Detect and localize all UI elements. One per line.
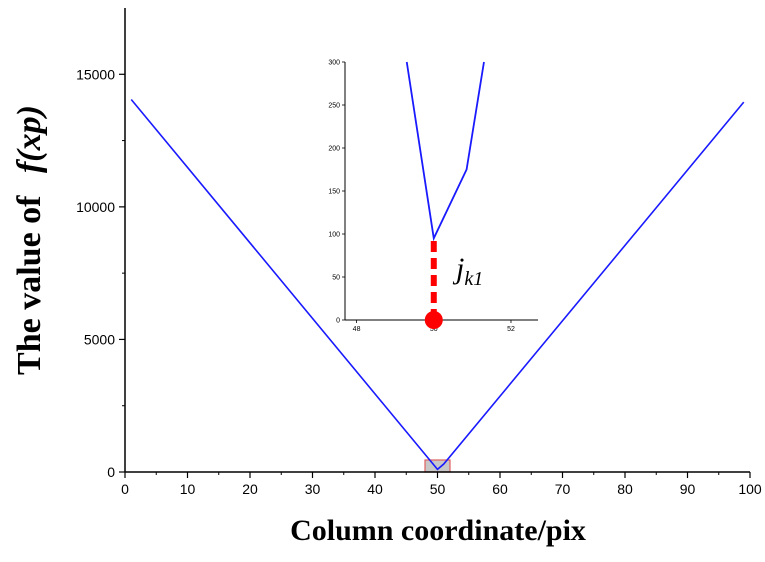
x-tick-label: 30 (305, 481, 321, 497)
inset-x-tick-label: 48 (353, 326, 361, 333)
annotation-subscript: k1 (464, 268, 483, 290)
inset-series-line (405, 61, 485, 242)
x-tick-label: 70 (555, 481, 571, 497)
y-tick-label: 15000 (76, 66, 115, 82)
x-tick-label: 20 (242, 481, 258, 497)
x-axis-label: Column coordinate/pix (290, 514, 586, 547)
inset-y-tick-label: 200 (328, 146, 340, 153)
x-tick-label: 10 (180, 481, 196, 497)
x-tick-label: 60 (492, 481, 508, 497)
y-tick-label: 0 (107, 464, 115, 480)
x-tick-label: 50 (430, 481, 446, 497)
inset-y-tick-label: 0 (336, 318, 340, 325)
main-series-line (130, 98, 745, 471)
y-axis-label: The value of f(xp) (11, 105, 48, 375)
y-tick-label: 5000 (84, 331, 115, 347)
inset-y-tick-label: 150 (328, 189, 340, 196)
annotation-main: j (452, 252, 464, 285)
x-tick-label: 40 (367, 481, 383, 497)
inset-y-tick-label: 50 (332, 275, 340, 282)
inset-x-tick-label: 52 (507, 326, 515, 333)
inset-annotation-label: jk1 (452, 252, 483, 290)
y-axis-label-prefix: The value of (11, 195, 48, 375)
inset-x-tick-label: 50 (430, 326, 438, 333)
inset-plot: 0 50 100 150 200 250 300 48 50 52 jk1 (328, 60, 538, 333)
x-tick-label: 0 (121, 481, 129, 497)
x-tick-label: 90 (680, 481, 696, 497)
inset-y-tick-label: 100 (328, 232, 340, 239)
inset-y-tick-label: 300 (328, 60, 340, 67)
inset-background (345, 60, 538, 320)
x-tick-label: 80 (617, 481, 633, 497)
y-axis-label-function: f(xp) (11, 105, 48, 173)
main-plot: 0 10 20 30 40 50 60 70 80 90 100 0 5000 10000 15000 (76, 8, 762, 497)
x-tick-label: 100 (738, 481, 762, 497)
inset-minimum-marker (424, 311, 443, 329)
inset-y-tick-label: 250 (328, 103, 340, 110)
y-tick-label: 10000 (76, 199, 115, 215)
